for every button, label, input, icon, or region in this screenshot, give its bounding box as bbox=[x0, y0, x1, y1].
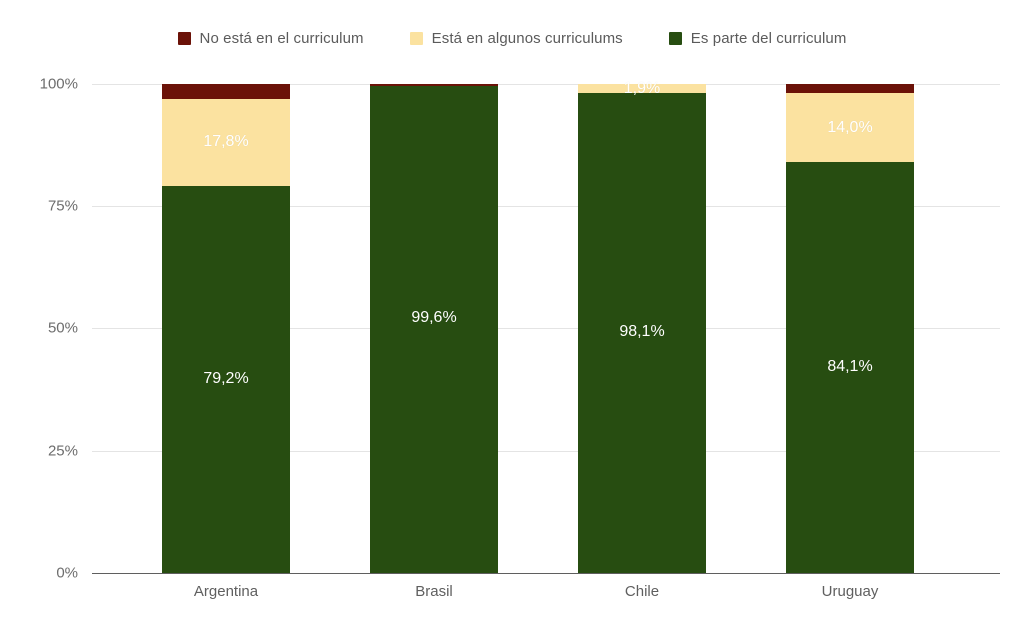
segment-uruguay-no-curriculum[interactable] bbox=[786, 84, 914, 94]
bar-group-brasil[interactable]: 99,6% bbox=[370, 84, 498, 573]
segment-chile-some-curriculums[interactable]: 1,9% bbox=[578, 80, 706, 96]
y-axis-tick-0: 0% bbox=[56, 564, 78, 582]
x-axis-label-chile: Chile bbox=[624, 583, 660, 600]
legend-label-part-of-curriculum: Es parte del curriculum bbox=[690, 30, 847, 47]
segment-argentina-no-curriculum[interactable] bbox=[162, 84, 290, 99]
segment-label-uruguay-yellow: 14,0% bbox=[827, 118, 873, 136]
segment-argentina-some-curriculums[interactable]: 17,8% bbox=[162, 98, 290, 186]
stacked-bar-chile[interactable]: 98,1% 1,9% bbox=[578, 80, 706, 573]
bar-group-argentina[interactable]: 79,2% 17,8% bbox=[162, 84, 290, 573]
legend-label-some-curriculums: Está en algunos curriculums bbox=[431, 30, 623, 47]
segment-label-uruguay-green: 84,1% bbox=[827, 358, 873, 376]
legend-item-part-of-curriculum[interactable]: Es parte del curriculum bbox=[668, 30, 847, 47]
gridline-75 bbox=[92, 206, 1000, 207]
stacked-bar-argentina[interactable]: 79,2% 17,8% bbox=[162, 84, 290, 573]
x-axis-label-brasil: Brasil bbox=[415, 583, 453, 600]
x-axis-label-argentina: Argentina bbox=[193, 583, 259, 600]
stacked-bar-brasil[interactable]: 99,6% bbox=[370, 84, 498, 573]
gridline-100 bbox=[92, 84, 1000, 85]
x-axis-baseline bbox=[92, 573, 1000, 574]
segment-uruguay-some-curriculums[interactable]: 14,0% bbox=[786, 93, 914, 162]
x-axis-label-uruguay: Uruguay bbox=[821, 583, 879, 600]
y-axis-tick-75: 75% bbox=[47, 197, 78, 215]
segment-brasil-no-curriculum[interactable] bbox=[370, 84, 498, 86]
segment-argentina-part-of-curriculum[interactable]: 79,2% bbox=[162, 185, 290, 573]
legend-swatch-part-of-curriculum bbox=[668, 32, 682, 45]
legend-swatch-no-curriculum bbox=[177, 32, 191, 45]
bar-group-uruguay[interactable]: 84,1% 14,0% bbox=[786, 84, 914, 573]
plot-area: 79,2% 17,8% 99,6% bbox=[92, 80, 1000, 574]
segment-label-chile-green: 98,1% bbox=[619, 323, 665, 341]
chart-legend: No está en el curriculum Está en algunos… bbox=[0, 30, 1024, 47]
segment-label-chile-yellow: 1,9% bbox=[623, 79, 661, 97]
segment-label-argentina-green: 79,2% bbox=[203, 370, 249, 388]
legend-swatch-some-curriculums bbox=[409, 32, 423, 45]
legend-label-no-curriculum: No está en el curriculum bbox=[199, 30, 364, 47]
stacked-bar-uruguay[interactable]: 84,1% 14,0% bbox=[786, 84, 914, 573]
y-axis-tick-50: 50% bbox=[47, 319, 78, 337]
gridline-25 bbox=[92, 451, 1000, 452]
segment-label-argentina-yellow: 17,8% bbox=[203, 133, 249, 151]
y-axis-tick-100: 100% bbox=[39, 75, 78, 93]
legend-item-no-curriculum[interactable]: No está en el curriculum bbox=[177, 30, 364, 47]
segment-chile-part-of-curriculum[interactable]: 98,1% bbox=[578, 93, 706, 573]
y-axis-tick-25: 25% bbox=[47, 442, 78, 460]
segment-label-brasil-green: 99,6% bbox=[411, 309, 457, 326]
bar-group-chile[interactable]: 98,1% 1,9% bbox=[578, 80, 706, 573]
segment-uruguay-part-of-curriculum[interactable]: 84,1% bbox=[786, 161, 914, 573]
gridline-50 bbox=[92, 328, 1000, 329]
segment-brasil-part-of-curriculum[interactable]: 99,6% bbox=[370, 86, 498, 573]
legend-item-some-curriculums[interactable]: Está en algunos curriculums bbox=[409, 30, 623, 47]
